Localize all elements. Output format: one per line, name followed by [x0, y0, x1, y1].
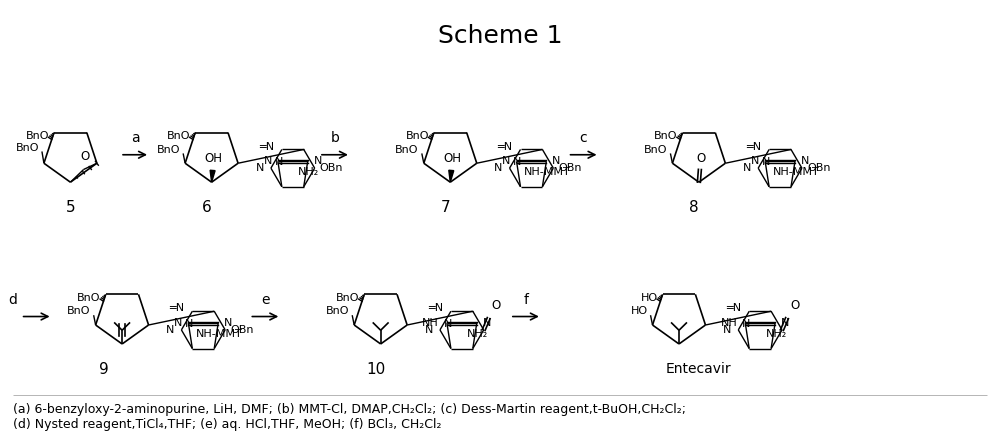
Text: N: N — [185, 319, 194, 329]
Text: N: N — [513, 157, 522, 167]
Text: c: c — [580, 131, 587, 145]
Text: 8: 8 — [689, 200, 699, 215]
Text: OH: OH — [443, 152, 461, 165]
Text: OBn: OBn — [558, 163, 582, 173]
Text: BnO: BnO — [326, 306, 349, 316]
Text: OBn: OBn — [807, 163, 830, 173]
Text: N: N — [444, 319, 452, 329]
Text: N: N — [483, 318, 491, 328]
Text: NH: NH — [422, 318, 439, 328]
Text: BnO: BnO — [77, 293, 101, 303]
Text: N: N — [314, 156, 322, 166]
Text: 10: 10 — [366, 362, 385, 377]
Text: 7: 7 — [440, 200, 450, 215]
Text: BnO: BnO — [26, 132, 49, 142]
Text: N: N — [742, 319, 750, 329]
Text: NH₂: NH₂ — [467, 329, 488, 339]
Text: O: O — [696, 152, 706, 165]
Text: N: N — [762, 157, 770, 167]
Text: a: a — [131, 131, 139, 145]
Text: f: f — [523, 293, 528, 307]
Text: ═N: ═N — [746, 142, 761, 152]
Text: Scheme 1: Scheme 1 — [438, 24, 562, 49]
Text: d: d — [8, 293, 17, 307]
Text: N: N — [264, 156, 272, 166]
Text: ═N: ═N — [259, 142, 274, 152]
Text: N: N — [166, 325, 174, 335]
Text: BnO: BnO — [67, 306, 91, 316]
Text: NH₂: NH₂ — [298, 167, 319, 177]
Text: HO: HO — [630, 306, 648, 316]
Text: N: N — [494, 163, 503, 173]
Text: N: N — [275, 157, 283, 167]
Text: O: O — [80, 149, 89, 163]
Text: NH-MMT: NH-MMT — [524, 167, 571, 177]
Text: NH-MMT: NH-MMT — [196, 329, 243, 339]
Text: BnO: BnO — [654, 132, 678, 142]
Text: OBn: OBn — [320, 163, 343, 173]
Text: HO: HO — [641, 293, 658, 303]
Text: 6: 6 — [202, 200, 212, 215]
Text: BnO: BnO — [167, 132, 190, 142]
Text: N: N — [224, 318, 233, 328]
Text: N: N — [751, 156, 759, 166]
Text: NH-MMT: NH-MMT — [773, 167, 819, 177]
Text: O: O — [790, 299, 799, 312]
Text: BnO: BnO — [15, 142, 39, 153]
Text: Entecavir: Entecavir — [666, 362, 732, 376]
Text: BnO: BnO — [157, 145, 180, 155]
Text: BnO: BnO — [644, 145, 667, 155]
Text: BnO: BnO — [395, 145, 419, 155]
Text: N: N — [801, 156, 809, 166]
Text: NH₂: NH₂ — [765, 329, 787, 339]
Text: N: N — [552, 156, 561, 166]
Text: (d) Nysted reagent,TiCl₄,THF; (e) aq. HCl,THF, MeOH; (f) BCl₃, CH₂Cl₂: (d) Nysted reagent,TiCl₄,THF; (e) aq. HC… — [13, 419, 441, 431]
Text: N: N — [743, 163, 751, 173]
Text: 9: 9 — [99, 362, 109, 377]
Text: N: N — [723, 325, 731, 335]
Text: 5: 5 — [66, 200, 75, 215]
Text: BnO: BnO — [336, 293, 359, 303]
Text: ═N: ═N — [726, 303, 741, 313]
Text: ═N: ═N — [169, 303, 184, 313]
Text: b: b — [330, 131, 339, 145]
Text: OBn: OBn — [230, 325, 254, 335]
Text: NH: NH — [721, 318, 737, 328]
Text: N: N — [781, 318, 789, 328]
Text: ═N: ═N — [428, 303, 443, 313]
Text: O: O — [492, 299, 501, 312]
Text: OH: OH — [205, 152, 223, 165]
Text: e: e — [261, 293, 270, 307]
Polygon shape — [210, 170, 215, 182]
Polygon shape — [449, 170, 454, 182]
Text: N: N — [425, 325, 433, 335]
Text: N: N — [256, 163, 264, 173]
Text: ═N: ═N — [497, 142, 513, 152]
Text: N: N — [174, 318, 182, 328]
Text: (a) 6-benzyloxy-2-aminopurine, LiH, DMF; (b) MMT-Cl, DMAP,CH₂Cl₂; (c) Dess-Marti: (a) 6-benzyloxy-2-aminopurine, LiH, DMF;… — [13, 403, 686, 416]
Text: BnO: BnO — [405, 132, 429, 142]
Text: N: N — [502, 156, 511, 166]
